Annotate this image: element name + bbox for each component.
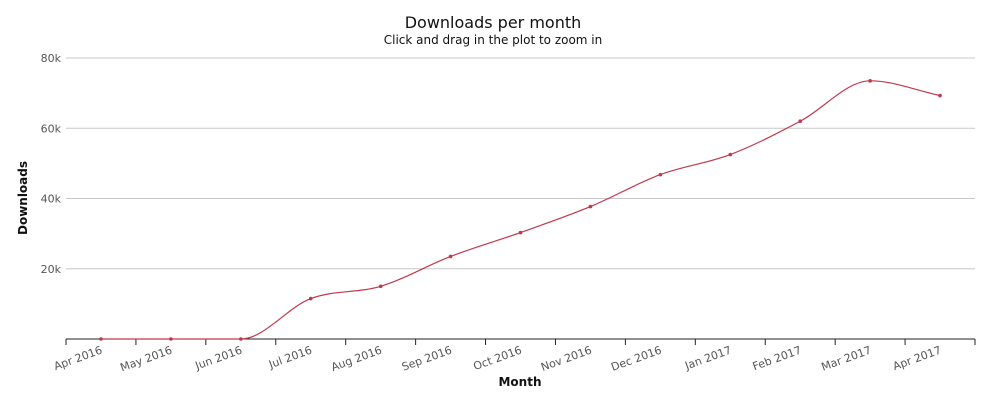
y-tick-label: 60k bbox=[41, 122, 62, 135]
x-tick-label: Dec 2016 bbox=[609, 344, 663, 374]
data-point[interactable] bbox=[308, 296, 313, 301]
x-tick-label: Jul 2016 bbox=[266, 344, 313, 372]
x-tick-label: Aug 2016 bbox=[329, 344, 383, 374]
data-point[interactable] bbox=[798, 119, 802, 124]
data-point[interactable] bbox=[868, 79, 872, 83]
chart-title: Downloads per month bbox=[405, 13, 582, 32]
x-axis-label: Month bbox=[498, 375, 541, 389]
y-tick-label: 20k bbox=[41, 263, 62, 276]
data-point[interactable] bbox=[938, 93, 942, 98]
x-tick-label: Jun 2016 bbox=[193, 344, 244, 373]
data-point[interactable] bbox=[658, 172, 663, 177]
chart-subtitle: Click and drag in the plot to zoom in bbox=[384, 33, 603, 47]
data-point[interactable] bbox=[588, 204, 593, 209]
x-tick-label: Feb 2017 bbox=[751, 344, 803, 374]
x-tick-label: Apr 2016 bbox=[52, 344, 104, 373]
data-point[interactable] bbox=[239, 337, 243, 341]
y-tick-label: 80k bbox=[41, 52, 62, 65]
x-tick-label: Oct 2016 bbox=[472, 344, 524, 373]
x-tick-label: Jan 2017 bbox=[682, 344, 733, 373]
data-point[interactable] bbox=[378, 284, 383, 289]
y-axis-ticks: 20k 40k 60k 80k bbox=[41, 52, 62, 276]
x-tick-label: Nov 2016 bbox=[539, 344, 593, 374]
series-layer bbox=[99, 79, 942, 341]
x-tick-label: Apr 2017 bbox=[891, 344, 943, 373]
gridlines bbox=[66, 57, 975, 340]
y-tick-label: 40k bbox=[41, 193, 62, 206]
data-point[interactable] bbox=[728, 152, 733, 157]
y-axis-label: Downloads bbox=[16, 161, 30, 235]
data-point[interactable] bbox=[99, 337, 103, 341]
data-point[interactable] bbox=[448, 254, 453, 259]
data-point[interactable] bbox=[518, 230, 523, 235]
series-line bbox=[100, 80, 941, 340]
data-point[interactable] bbox=[169, 337, 173, 341]
x-tick-label: Mar 2017 bbox=[820, 344, 874, 374]
x-axis-ticks: Apr 2016 May 2016 Jun 2016 Jul 2016 Aug 2016… bbox=[52, 339, 976, 375]
x-tick-label: Sep 2016 bbox=[400, 344, 454, 374]
x-tick-label: May 2016 bbox=[119, 344, 174, 375]
